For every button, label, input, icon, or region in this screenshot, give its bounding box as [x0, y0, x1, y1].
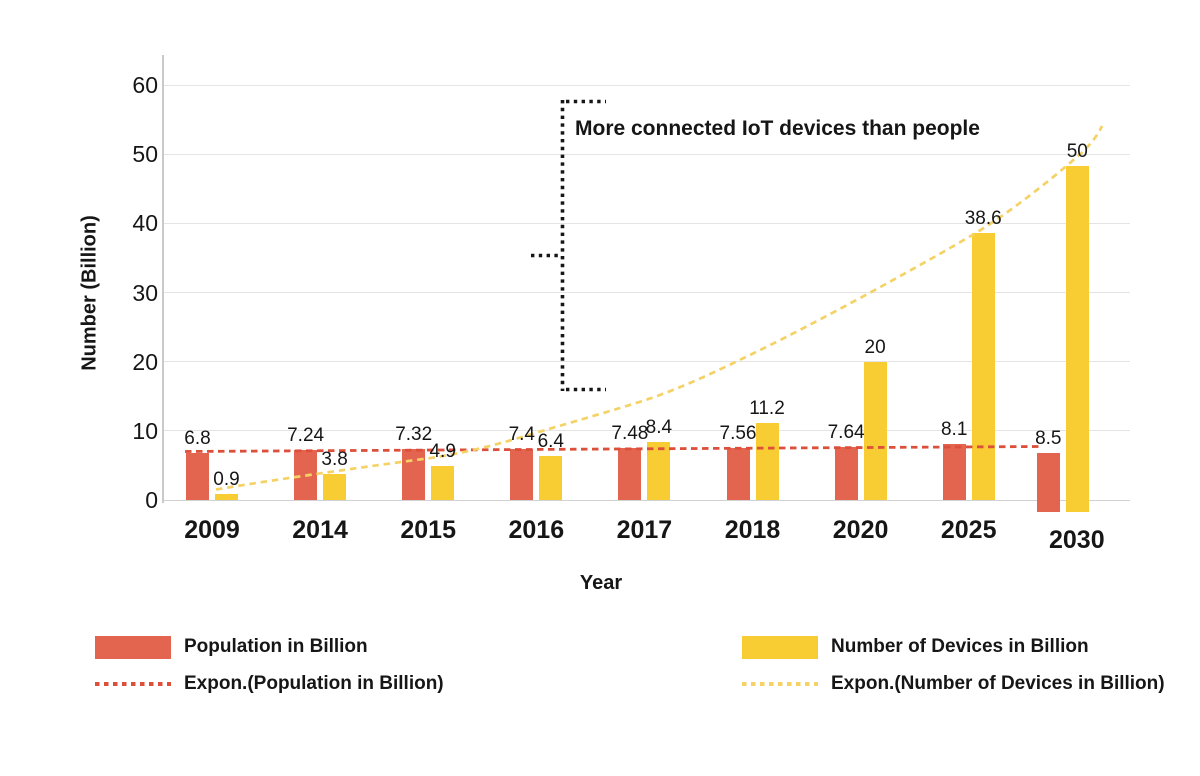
x-tick-2014: 2014: [292, 516, 348, 544]
legend-label-population: Population in Billion: [184, 636, 368, 657]
x-tick-2009: 2009: [184, 516, 240, 544]
bar-devices-2015: [431, 466, 455, 500]
bar-population-2020: [834, 447, 858, 500]
x-tick-2017: 2017: [616, 516, 673, 544]
legend-key-expon-devices: [742, 682, 818, 686]
value-label-devices-2018: 11.2: [749, 397, 785, 419]
bar-devices-2030: [1065, 166, 1089, 512]
value-label-population-2018: 7.56: [719, 422, 757, 444]
bar-devices-2009: [215, 493, 238, 500]
value-label-population-2025: 8.1: [940, 418, 968, 440]
value-label-population-2014: 7.24: [287, 424, 325, 446]
x-tick-2025: 2025: [940, 516, 997, 544]
gridline-60: [163, 84, 1130, 86]
x-tick-2020: 2020: [832, 516, 889, 544]
y-tick-40: 40: [132, 210, 158, 237]
value-label-devices-2015: 4.9: [429, 441, 456, 463]
legend-swatch-population: [95, 635, 171, 659]
legend-label-expon-devices: Expon.(Number of Devices in Billion): [831, 673, 1165, 694]
x-tick-2015: 2015: [400, 516, 456, 544]
x-tick-2030: 2030: [1048, 526, 1105, 554]
annotation-bracket: [531, 99, 606, 392]
bar-devices-2018: [755, 422, 779, 500]
bar-devices-2017: [647, 441, 671, 500]
value-label-population-2016: 7.4: [508, 423, 536, 445]
legend-item-expon-population: Expon.(Population in Billion): [95, 671, 444, 697]
legend-item-population: Population in Billion: [95, 634, 368, 660]
y-tick-20: 20: [132, 348, 158, 375]
y-tick-30: 30: [132, 279, 158, 306]
annotation-text: More connected IoT devices than people: [575, 117, 980, 140]
x-tick-2018: 2018: [724, 516, 781, 544]
y-tick-50: 50: [132, 141, 158, 168]
y-tick-0: 0: [145, 487, 158, 513]
value-label-population-2015: 7.32: [395, 424, 433, 446]
value-label-devices-2016: 6.4: [537, 430, 565, 452]
bar-population-2014: [294, 449, 318, 500]
value-label-devices-2030: 50: [1066, 141, 1088, 163]
value-label-devices-2017: 8.4: [645, 416, 673, 438]
bar-population-2018: [726, 447, 750, 500]
value-label-population-2009: 6.8: [184, 427, 211, 449]
y-tick-10: 10: [132, 417, 158, 444]
value-label-population-2017: 7.48: [611, 423, 649, 445]
x-axis-title: Year: [579, 572, 623, 594]
value-label-devices-2025: 38.6: [964, 208, 1002, 230]
gridline-0: [163, 499, 1130, 501]
bar-population-2016: [510, 448, 534, 500]
bar-population-2030: [1036, 453, 1060, 512]
gridline-50: [163, 153, 1130, 155]
bar-devices-2020: [863, 361, 887, 500]
value-label-devices-2014: 3.8: [321, 448, 348, 470]
legend-label-expon-population: Expon.(Population in Billion): [184, 673, 444, 694]
bar-population-2009: [186, 452, 209, 500]
y-tick-60: 60: [132, 72, 158, 98]
y-axis-line: [162, 55, 164, 503]
value-label-devices-2009: 0.9: [213, 468, 240, 490]
bar-population-2025: [942, 443, 966, 500]
x-tick-2016: 2016: [508, 516, 565, 544]
bar-devices-2016: [539, 455, 563, 500]
value-label-population-2030: 8.5: [1035, 428, 1062, 450]
bar-population-2015: [402, 449, 426, 500]
bar-devices-2025: [971, 233, 995, 500]
value-label-devices-2020: 20: [864, 336, 886, 358]
bar-population-2017: [618, 448, 642, 500]
legend-swatch-devices: [742, 635, 818, 659]
bar-devices-2014: [323, 473, 347, 500]
legend-item-devices: Number of Devices in Billion: [742, 634, 1089, 660]
legend-key-expon-devices-item: Expon.(Number of Devices in Billion): [742, 671, 1165, 697]
legend-key-expon-population: [95, 682, 171, 686]
value-label-population-2020: 7.64: [827, 422, 865, 444]
legend-label-devices: Number of Devices in Billion: [831, 636, 1089, 657]
